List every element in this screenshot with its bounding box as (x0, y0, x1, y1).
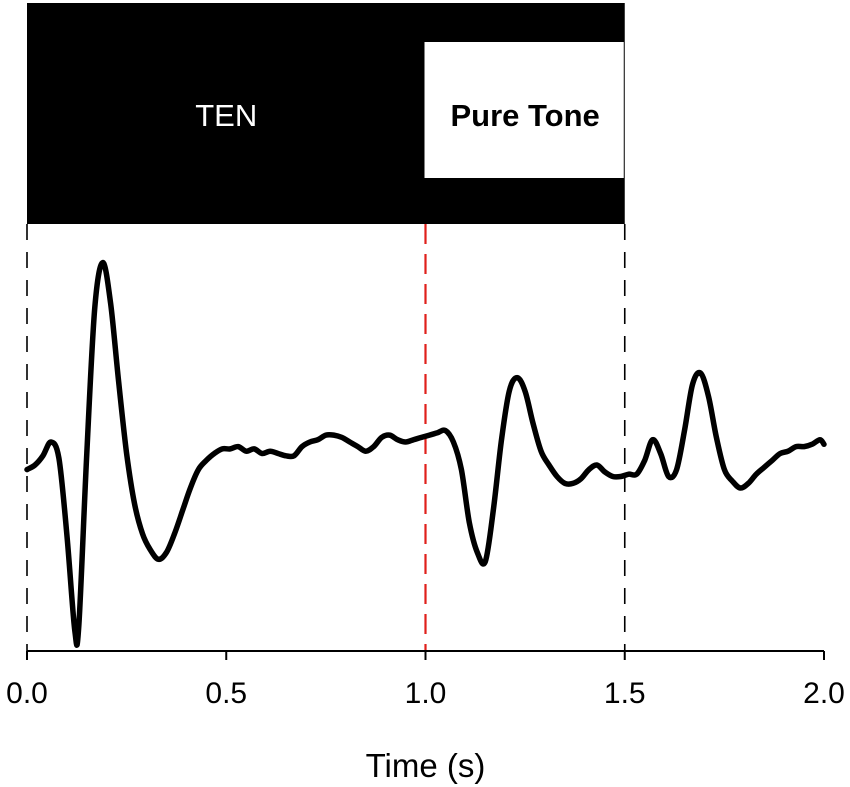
stimulus-label-ten: TEN (195, 98, 257, 133)
stimulus-label-pure-tone: Pure Tone (450, 98, 599, 133)
x-tick-label-4: 2.0 (803, 677, 845, 710)
x-axis-title: Time (s) (366, 747, 486, 784)
x-tick-labels: 0.0 0.5 1.0 1.5 2.0 (6, 677, 845, 710)
stimulus-bars (27, 3, 625, 224)
x-tick-label-3: 1.5 (604, 677, 646, 710)
x-tick-label-0: 0.0 (6, 677, 48, 710)
x-tick-label-1: 0.5 (205, 677, 247, 710)
x-axis (26, 650, 825, 660)
response-trace (24, 259, 827, 648)
stimulus-bar-pure-tone (424, 42, 624, 178)
x-tick-label-2: 1.0 (405, 677, 447, 710)
